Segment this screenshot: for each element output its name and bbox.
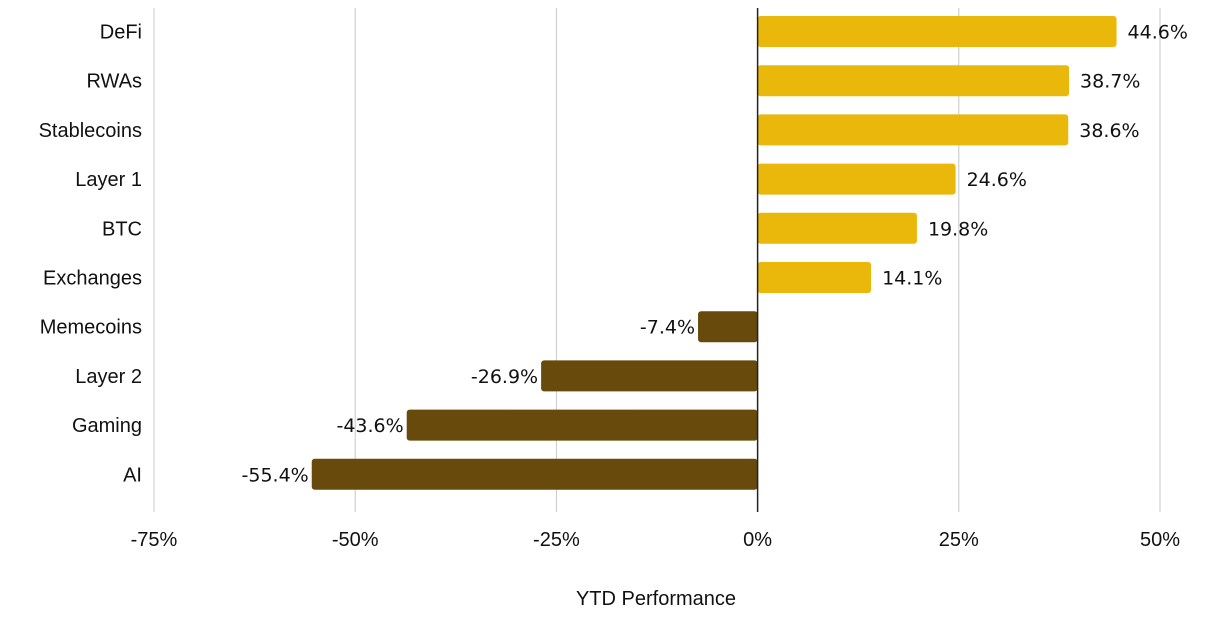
value-labels: 44.6% 38.7% 38.6% 24.6% 19.8% 14.1% -7.4% -26.9… <box>242 22 1188 487</box>
value-label: 44.6% <box>1128 22 1188 44</box>
category-label: DeFi <box>100 22 142 44</box>
value-label: 19.8% <box>928 218 988 240</box>
value-label: 38.6% <box>1079 120 1139 142</box>
x-tick-labels: -75% -50% -25% 0% 25% 50% <box>131 529 1181 551</box>
bar <box>757 262 872 293</box>
value-label: -7.4% <box>640 317 695 339</box>
x-tick-label: -25% <box>533 529 580 551</box>
x-axis-title: YTD Performance <box>576 588 736 610</box>
value-label: 14.1% <box>882 268 942 290</box>
bar <box>541 360 758 392</box>
bar <box>406 409 758 441</box>
x-tick-label: -75% <box>131 529 178 551</box>
value-label: -26.9% <box>471 366 538 388</box>
category-label: Memecoins <box>40 317 142 339</box>
bar <box>757 114 1069 146</box>
category-labels: DeFi RWAs Stablecoins Layer 1 BTC Exchanges Me… <box>39 22 142 487</box>
category-label: Layer 2 <box>75 366 142 388</box>
category-label: Exchanges <box>43 268 142 290</box>
bar <box>698 311 758 343</box>
x-tick-label: 50% <box>1140 529 1180 551</box>
value-label: 24.6% <box>967 169 1027 191</box>
x-tick-label: -50% <box>332 529 379 551</box>
x-tick-label: 0% <box>743 529 772 551</box>
category-label: AI <box>123 464 142 486</box>
bar <box>311 458 758 490</box>
category-label: Stablecoins <box>39 120 142 142</box>
x-tick-label: 25% <box>939 529 979 551</box>
bar <box>757 163 956 195</box>
category-label: RWAs <box>86 71 142 93</box>
bar <box>757 212 917 244</box>
bar <box>757 65 1070 97</box>
category-label: Layer 1 <box>75 169 142 191</box>
value-label: -43.6% <box>336 415 403 437</box>
bars <box>311 16 1117 490</box>
value-label: -55.4% <box>242 464 309 486</box>
value-label: 38.7% <box>1080 71 1140 93</box>
bar <box>757 16 1117 47</box>
category-label: BTC <box>102 218 142 240</box>
category-label: Gaming <box>72 415 142 437</box>
